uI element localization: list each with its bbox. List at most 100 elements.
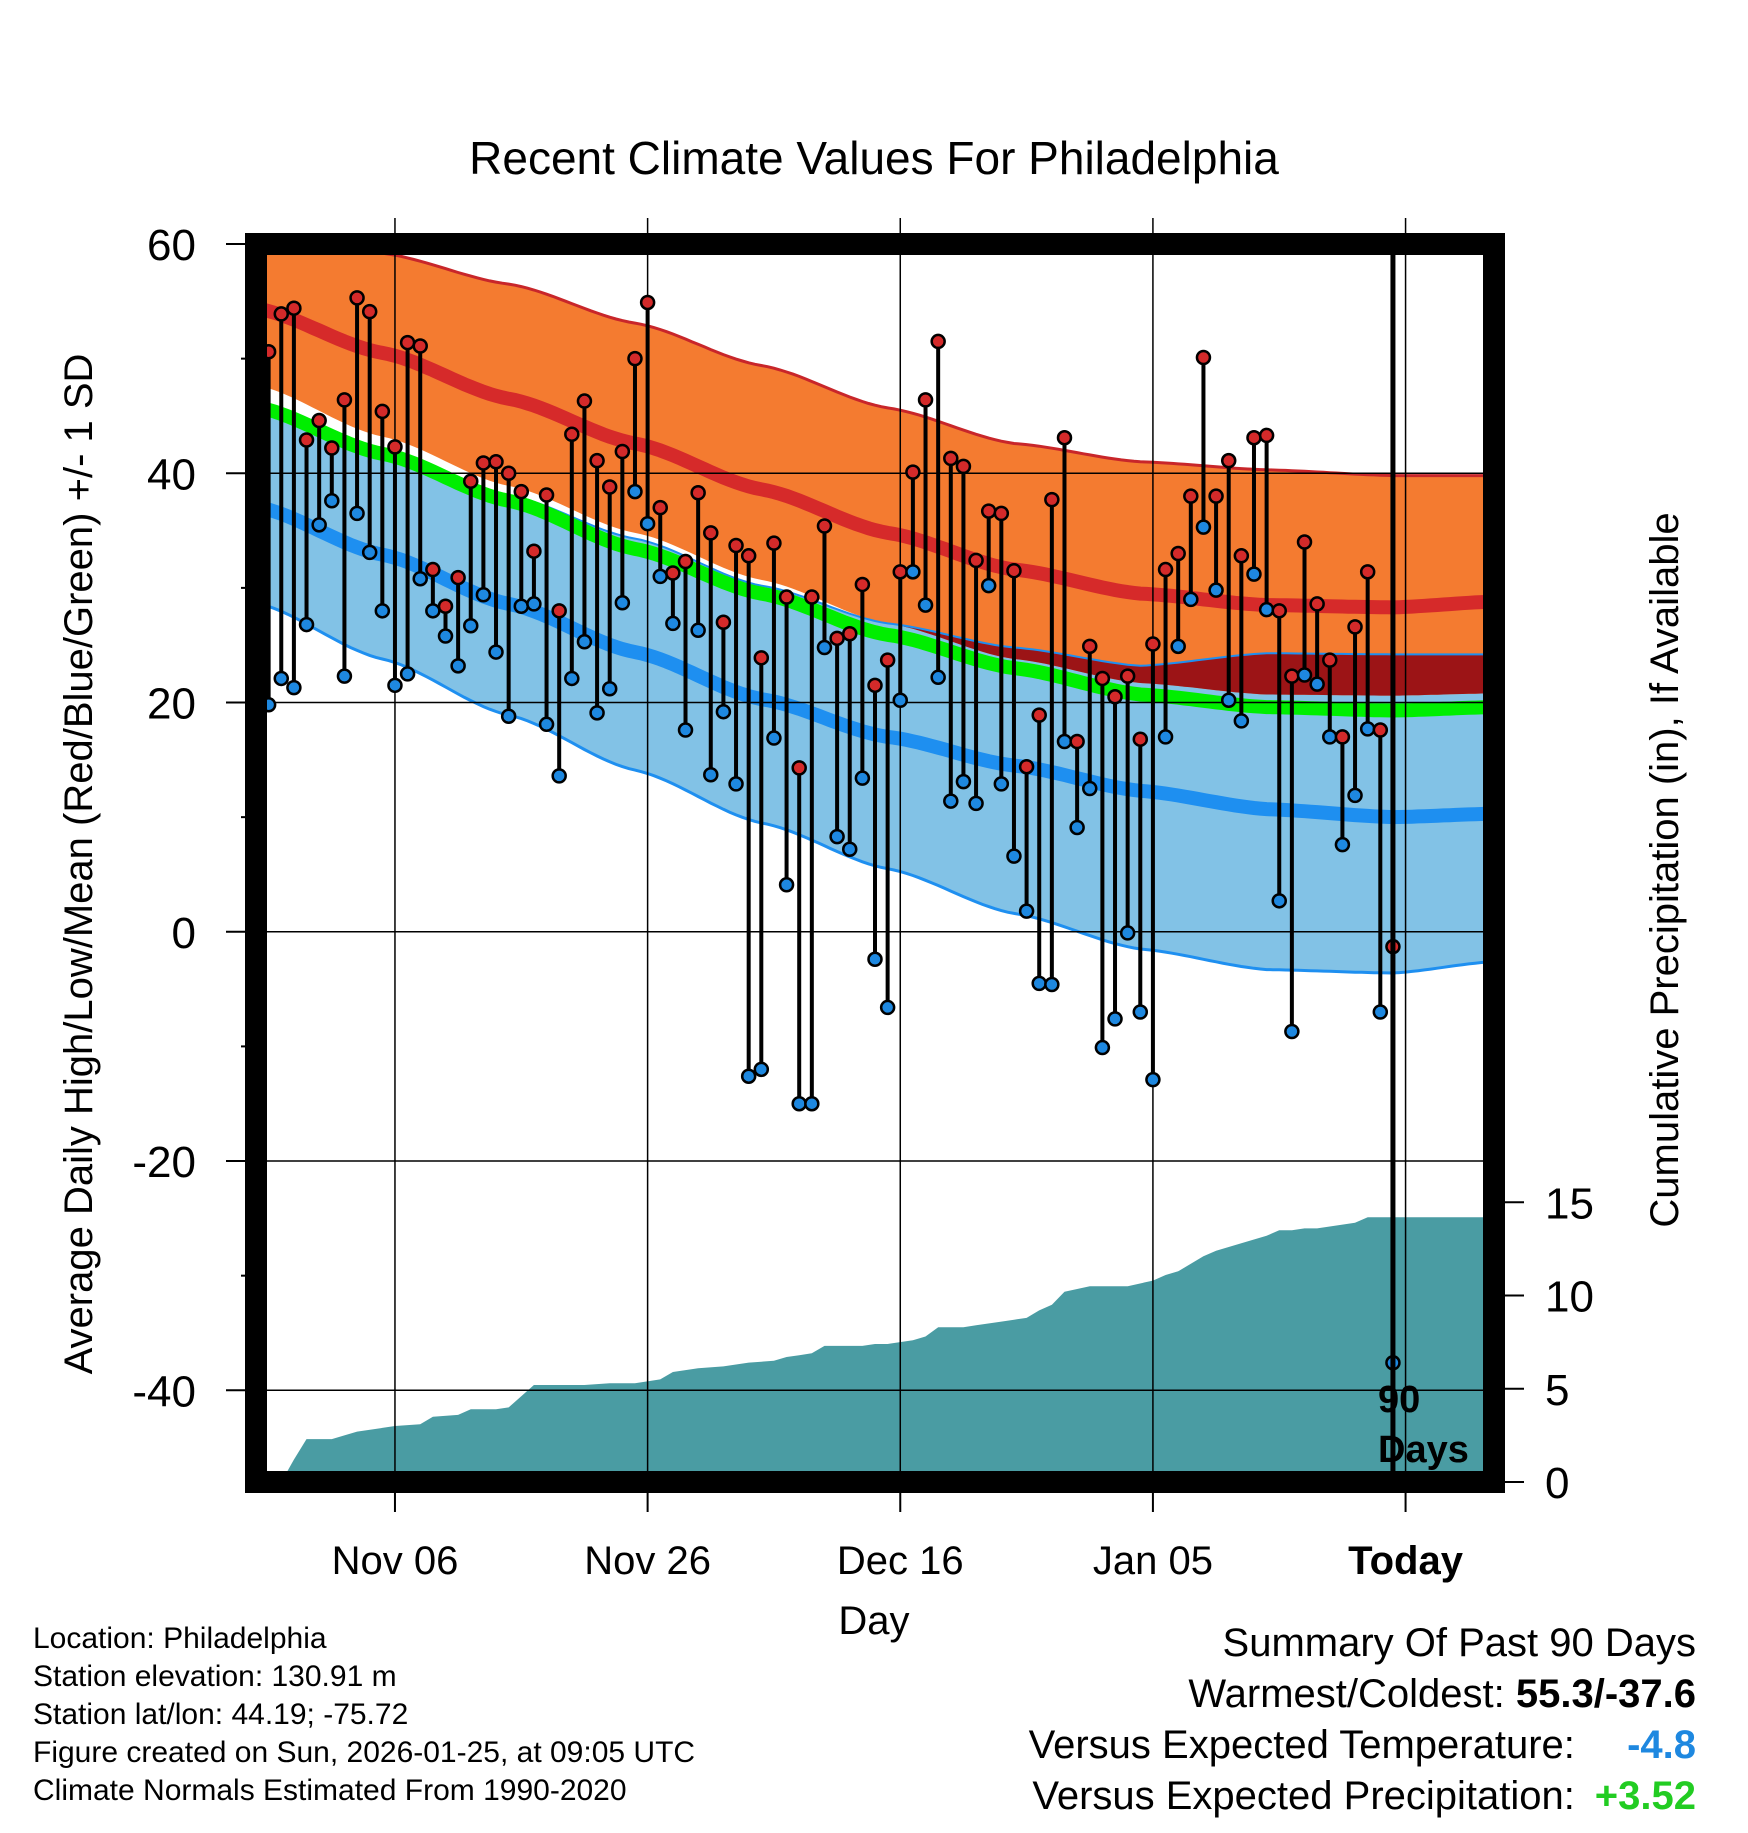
high-point: [349, 290, 365, 306]
high-point: [387, 439, 403, 455]
high-point: [1372, 722, 1389, 738]
normals-text: Climate Normals Estimated From 1990-2020: [33, 1774, 627, 1807]
low-point: [551, 768, 567, 784]
high-point: [1183, 488, 1199, 504]
high-point: [892, 564, 909, 580]
high-point: [1246, 429, 1262, 446]
low-point: [336, 668, 353, 684]
high-point: [1220, 452, 1237, 469]
low-point: [1334, 836, 1351, 853]
y-tick-label: 60: [147, 221, 196, 270]
high-point: [690, 484, 706, 501]
high-point: [943, 450, 959, 467]
low-point: [399, 666, 416, 682]
low-point: [1296, 667, 1313, 683]
high-point: [538, 487, 555, 503]
high-point: [905, 464, 921, 480]
y2-tick-label: 5: [1545, 1366, 1569, 1415]
low-point: [1082, 780, 1098, 797]
high-point: [1258, 427, 1275, 444]
mean-line: [254, 399, 1495, 718]
high-point: [576, 393, 593, 409]
high-point: [1107, 689, 1123, 705]
low-point: [1347, 787, 1363, 804]
today-label-line1: 90: [1378, 1379, 1420, 1421]
low-point: [1044, 976, 1060, 993]
y2-axis-label: Cumulative Precipitation (in), If Availa…: [1643, 512, 1687, 1227]
low-point: [905, 564, 921, 580]
high-point: [437, 598, 454, 614]
high-point: [703, 525, 719, 541]
high-point: [614, 443, 631, 460]
low-point: [324, 493, 340, 509]
low-point: [1246, 566, 1262, 582]
high-point: [1195, 349, 1212, 366]
high-point: [917, 392, 934, 408]
x-tick-label: Today: [1348, 1539, 1464, 1583]
high-point: [639, 294, 656, 311]
high-point: [601, 479, 618, 495]
low-point: [1094, 1039, 1111, 1056]
high-point: [324, 440, 340, 456]
low-point: [917, 597, 934, 613]
low-point: [1056, 733, 1073, 750]
high-point: [753, 650, 770, 666]
precip-value: +3.52: [1594, 1774, 1696, 1818]
high-point: [1006, 562, 1022, 579]
low-point: [1145, 1071, 1161, 1088]
high-point: [286, 300, 302, 316]
high-point: [1145, 636, 1161, 652]
precip-label: Versus Expected Precipitation:: [1032, 1774, 1575, 1818]
high-point: [1271, 603, 1287, 619]
warmest-coldest-value: 55.3/-37.6: [1515, 1672, 1696, 1716]
low-point: [526, 596, 542, 612]
high-point: [450, 569, 466, 586]
plot-frame: [245, 233, 1505, 1493]
low-point: [1258, 601, 1275, 618]
temp-value: -4.8: [1627, 1723, 1696, 1767]
high-point: [980, 503, 997, 519]
high-point: [1208, 488, 1224, 504]
high-point: [1044, 491, 1060, 508]
low-point: [361, 544, 378, 561]
high-point: [1132, 731, 1149, 747]
high-point: [1170, 545, 1186, 562]
low-point: [968, 795, 984, 812]
high-point: [778, 589, 795, 605]
high-point: [1284, 668, 1300, 684]
low-point: [1208, 582, 1224, 598]
low-point: [677, 722, 694, 738]
high-point: [841, 625, 858, 642]
low-point: [854, 770, 871, 786]
low-point: [576, 634, 593, 650]
low-point: [437, 628, 454, 644]
low-point: [538, 716, 555, 733]
low-point: [298, 616, 315, 633]
low-point: [1322, 729, 1338, 745]
low-point: [1069, 819, 1085, 836]
low-point: [627, 483, 643, 500]
low-point: [1157, 729, 1174, 745]
high-point: [500, 465, 517, 482]
high-point: [1031, 707, 1047, 723]
high-point: [564, 426, 580, 443]
low-point: [1119, 925, 1136, 941]
x-axis-label: Day: [838, 1599, 909, 1643]
high-point: [412, 338, 428, 354]
high-point: [867, 677, 883, 694]
high-point: [1119, 668, 1136, 684]
high-point: [816, 518, 833, 534]
high-point: [399, 334, 416, 351]
high-point: [1082, 638, 1098, 655]
low-point: [943, 793, 959, 809]
low-point: [374, 603, 391, 619]
y-axis-label: Average Daily High/Low/Mean (Red/Blue/Gr…: [57, 354, 101, 1375]
low-point: [513, 598, 530, 614]
high-point: [740, 548, 757, 564]
low-point: [1018, 903, 1035, 919]
low-point: [614, 595, 631, 611]
low-point: [475, 587, 492, 603]
low-point: [1284, 1023, 1300, 1040]
low-point: [412, 570, 428, 587]
